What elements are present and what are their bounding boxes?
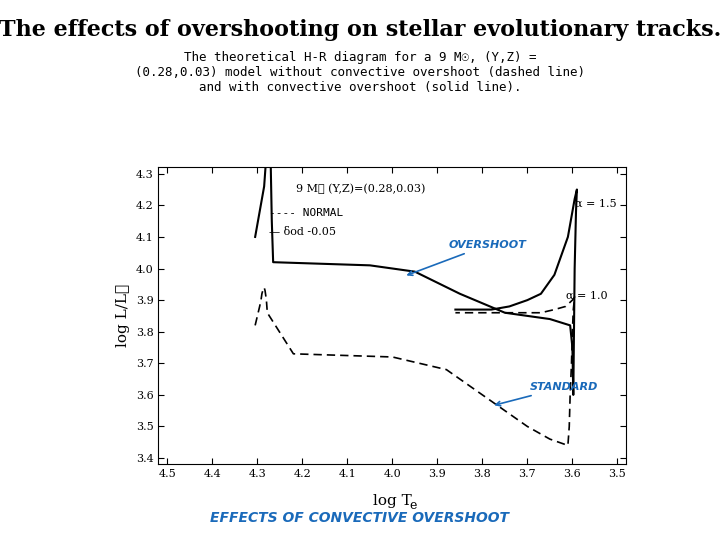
Text: The effects of overshooting on stellar evolutionary tracks.: The effects of overshooting on stellar e… bbox=[0, 19, 720, 41]
Text: log T: log T bbox=[373, 494, 412, 508]
Text: e: e bbox=[410, 498, 417, 511]
Y-axis label: log L/L☉: log L/L☉ bbox=[116, 285, 130, 347]
Text: ---- NORMAL: ---- NORMAL bbox=[269, 208, 343, 218]
Text: EFFECTS OF CONVECTIVE OVERSHOOT: EFFECTS OF CONVECTIVE OVERSHOOT bbox=[210, 511, 510, 525]
Text: STANDARD: STANDARD bbox=[496, 382, 598, 406]
Text: α = 1.5: α = 1.5 bbox=[575, 199, 616, 209]
Text: 9 M☉ (Y,Z)=(0.28,0.03): 9 M☉ (Y,Z)=(0.28,0.03) bbox=[296, 183, 425, 194]
Text: OVERSHOOT: OVERSHOOT bbox=[408, 240, 526, 275]
Text: The theoretical H-R diagram for a 9 M☉, (Y,Z) =
(0.28,0.03) model without convec: The theoretical H-R diagram for a 9 M☉, … bbox=[135, 51, 585, 94]
Text: — δod -0.05: — δod -0.05 bbox=[269, 227, 336, 237]
Text: α = 1.0: α = 1.0 bbox=[566, 291, 607, 301]
